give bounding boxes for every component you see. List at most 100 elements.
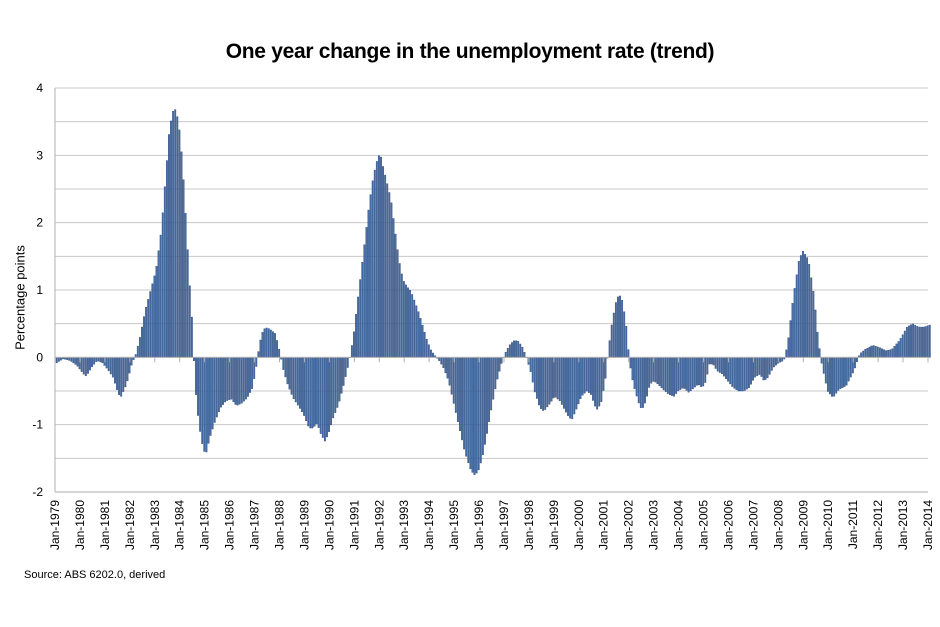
x-tick-label: Jan-1990 xyxy=(322,500,336,550)
bar xyxy=(269,329,272,358)
bar xyxy=(456,357,459,422)
bar xyxy=(151,283,154,358)
bar xyxy=(795,274,798,358)
x-tick-label: Jan-1985 xyxy=(198,500,212,550)
bar xyxy=(729,357,732,385)
bar xyxy=(758,357,761,375)
bar xyxy=(143,316,145,358)
bar xyxy=(926,325,929,358)
bar xyxy=(220,357,222,408)
bar xyxy=(878,347,881,358)
y-tick-label: 0 xyxy=(36,350,43,364)
bar xyxy=(89,357,91,371)
bar xyxy=(388,192,391,358)
bar xyxy=(716,357,719,372)
bar xyxy=(95,357,98,362)
x-tick-label: Jan-1989 xyxy=(297,500,311,550)
bar xyxy=(193,357,195,361)
x-tick-label: Jan-2013 xyxy=(896,500,910,550)
bar xyxy=(571,357,574,420)
bar xyxy=(161,212,164,358)
x-tick-label: Jan-2008 xyxy=(771,500,785,550)
bar xyxy=(97,357,100,362)
bar xyxy=(203,357,206,452)
bar xyxy=(234,357,237,405)
bar xyxy=(165,160,168,358)
bar xyxy=(87,357,89,374)
bar xyxy=(714,357,717,369)
bar xyxy=(860,352,863,358)
bar xyxy=(506,347,509,358)
bar xyxy=(785,349,788,358)
bar xyxy=(573,357,576,415)
bar xyxy=(747,357,750,389)
bar xyxy=(74,357,77,365)
bar xyxy=(891,348,894,358)
bar xyxy=(889,349,892,358)
bar xyxy=(766,357,769,379)
bar xyxy=(683,357,686,389)
bar xyxy=(299,357,301,409)
bar xyxy=(874,346,877,358)
y-tick-label: -1 xyxy=(32,418,43,432)
bar xyxy=(463,357,466,450)
bar xyxy=(760,357,763,377)
bar xyxy=(569,357,572,419)
bar xyxy=(282,357,285,370)
bar xyxy=(172,111,175,358)
bar xyxy=(772,357,775,368)
bar xyxy=(409,290,412,358)
bar xyxy=(862,350,865,358)
bar xyxy=(912,323,915,358)
bar xyxy=(500,357,503,364)
bar xyxy=(222,357,224,405)
bar xyxy=(781,357,784,362)
bar xyxy=(560,357,563,405)
x-tick-label: Jan-2000 xyxy=(572,500,586,550)
bar xyxy=(600,357,603,402)
bar xyxy=(400,273,403,358)
bar xyxy=(178,129,181,358)
bar xyxy=(461,357,463,441)
bar xyxy=(868,346,871,358)
bar xyxy=(481,357,484,456)
bar xyxy=(735,357,738,390)
bar xyxy=(492,357,495,400)
bar xyxy=(290,357,293,395)
bar xyxy=(562,357,565,409)
bar xyxy=(876,346,879,358)
bar xyxy=(558,357,561,402)
bar xyxy=(847,357,850,382)
bar xyxy=(718,357,721,373)
x-tick-label: Jan-2004 xyxy=(672,500,686,550)
bar xyxy=(504,351,507,358)
bar xyxy=(170,120,172,358)
bar xyxy=(217,357,220,413)
bar xyxy=(159,234,162,358)
bar xyxy=(330,357,333,426)
x-tick-label: Jan-2014 xyxy=(921,500,935,550)
bar xyxy=(762,357,765,381)
x-tick-label: Jan-1993 xyxy=(397,500,411,550)
bar xyxy=(843,357,846,387)
bar xyxy=(654,357,657,383)
bar xyxy=(685,357,688,391)
bar xyxy=(153,275,156,358)
bar xyxy=(779,357,781,363)
bar xyxy=(124,357,127,388)
x-tick-label: Jan-1999 xyxy=(547,500,561,550)
bar xyxy=(386,183,389,358)
bar xyxy=(114,357,116,384)
bar xyxy=(548,357,551,405)
bar xyxy=(829,357,831,395)
bar xyxy=(195,357,197,395)
bar xyxy=(427,344,430,358)
y-tick-label: 3 xyxy=(36,148,43,162)
bar xyxy=(336,357,339,408)
bar xyxy=(174,109,177,358)
bar xyxy=(594,357,597,407)
bar xyxy=(841,357,844,388)
bar xyxy=(421,325,424,358)
bar xyxy=(870,345,873,358)
bar xyxy=(546,357,549,408)
